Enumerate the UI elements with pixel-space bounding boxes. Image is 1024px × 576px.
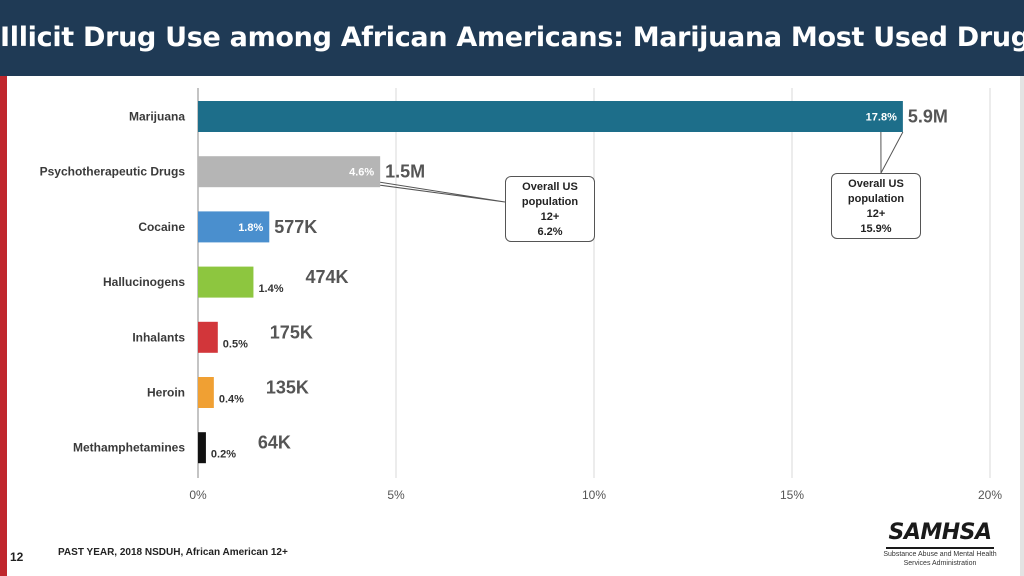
logo-wordmark: SAMHSA [888, 520, 992, 545]
x-tick-label: 0% [189, 488, 207, 502]
bar-value-label: 0.4% [219, 394, 244, 406]
bar-count-label: 175K [270, 322, 313, 342]
category-label: Methamphetamines [73, 441, 185, 455]
page-number: 12 [10, 550, 24, 564]
bar-count-label: 577K [274, 217, 317, 237]
category-label: Cocaine [138, 220, 185, 234]
bar-value-label: 17.8% [866, 112, 897, 124]
category-label: Hallucinogens [103, 275, 185, 289]
bar-heroin [198, 377, 214, 408]
x-tick-label: 15% [780, 488, 804, 502]
bar-methamphetamines [198, 432, 206, 464]
category-label: Psychotherapeutic Drugs [40, 165, 186, 179]
bar-value-label: 0.5% [223, 338, 248, 350]
right-accent-rule [1020, 76, 1024, 576]
callout-line: population [521, 196, 579, 208]
bar-count-label: 135K [266, 378, 309, 398]
bar-value-label: 0.2% [211, 449, 236, 461]
callout-overall-marijuana: Overall US population 12+ 15.9% [831, 173, 921, 239]
callout-leader-line [880, 131, 904, 174]
callout-line: 12+ [866, 208, 886, 220]
logo-subtitle: Services Administration [903, 560, 977, 567]
bar-value-label: 1.8% [238, 222, 263, 234]
left-accent-rule [0, 76, 7, 576]
category-label: Marijuana [129, 110, 185, 124]
bar-marijuana [198, 101, 903, 132]
bar-count-label: 64K [258, 433, 291, 453]
logo-divider [886, 547, 994, 549]
bar-hallucinogens [198, 266, 254, 298]
bar-value-label: 1.4% [258, 283, 283, 295]
bar-count-label: 5.9M [908, 107, 948, 127]
bar-inhalants [198, 321, 218, 353]
page-title: Illicit Drug Use among African Americans… [0, 22, 1024, 53]
callout-overall-psychotherapeutic: Overall US population 12+ 6.2% [505, 176, 595, 242]
bar-count-label: 1.5M [385, 162, 425, 182]
bar-value-label: 4.6% [349, 167, 374, 179]
callout-line: 15.9% [860, 223, 892, 235]
bar-psychotherapeutic-drugs [198, 156, 381, 188]
callout-line: Overall US [522, 181, 578, 193]
logo-subtitle: Substance Abuse and Mental Health [883, 551, 997, 558]
title-bar: Illicit Drug Use among African Americans… [0, 0, 1024, 76]
x-tick-label: 20% [978, 488, 1002, 502]
x-tick-label: 5% [387, 488, 405, 502]
callout-line: population [847, 193, 905, 205]
callout-leader-line [380, 181, 506, 203]
callout-line: Overall US [848, 178, 904, 190]
samhsa-logo: SAMHSA Substance Abuse and Mental Health… [880, 520, 1000, 568]
callout-line: 12+ [540, 211, 560, 223]
category-label: Heroin [147, 386, 185, 400]
x-tick-label: 10% [582, 488, 606, 502]
bar-cocaine [198, 211, 270, 243]
bar-count-label: 474K [305, 267, 348, 287]
category-label: Inhalants [132, 330, 185, 344]
source-note: PAST YEAR, 2018 NSDUH, African American … [58, 547, 288, 558]
callout-line: 6.2% [537, 226, 563, 238]
